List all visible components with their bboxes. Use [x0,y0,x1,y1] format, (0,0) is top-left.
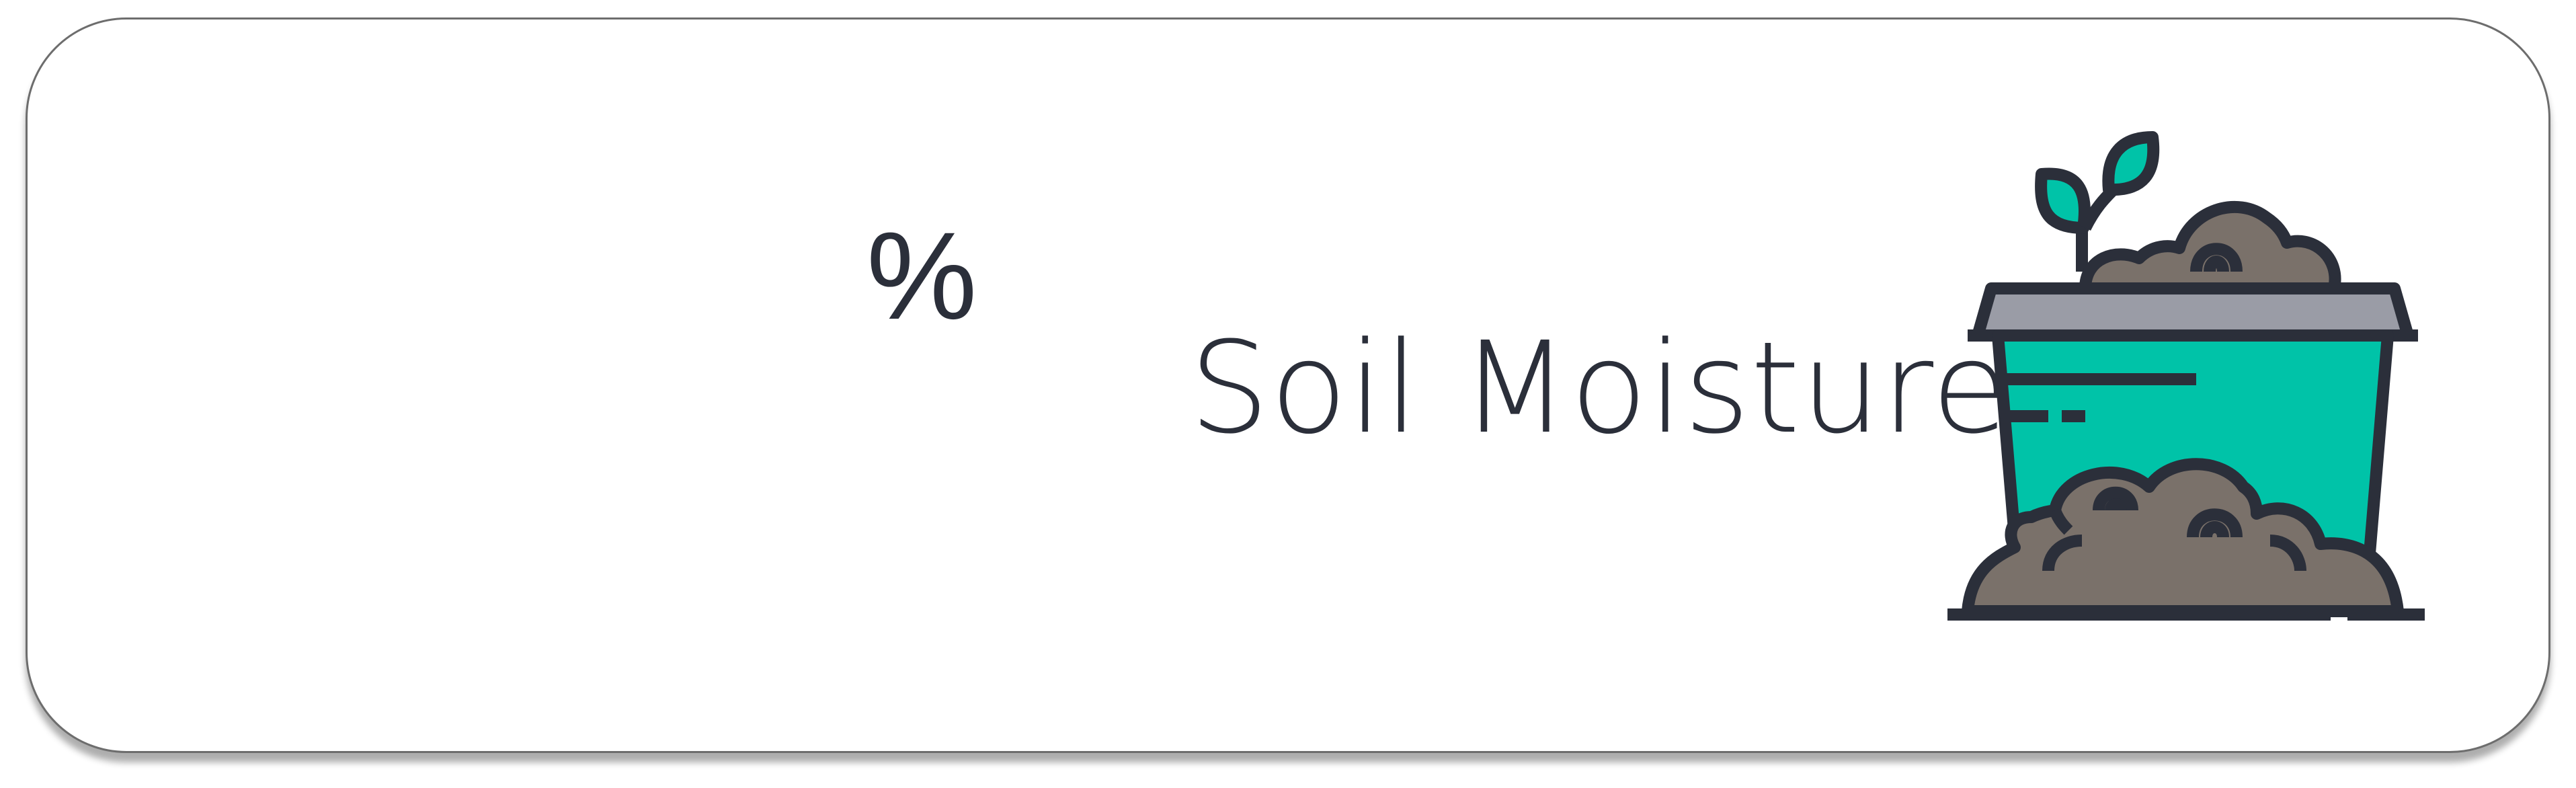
leaf-left [2035,167,2091,234]
soil-pot-sprout-icon [1947,131,2425,621]
moisture-unit: % [867,207,977,346]
soil-moisture-card[interactable]: % Soil Moisture [26,17,2550,753]
pot-rim [1972,282,2414,342]
leaf-right [2102,131,2160,196]
sensor-label: Soil Moisture [1189,315,2010,462]
front-soil [1962,458,2404,617]
